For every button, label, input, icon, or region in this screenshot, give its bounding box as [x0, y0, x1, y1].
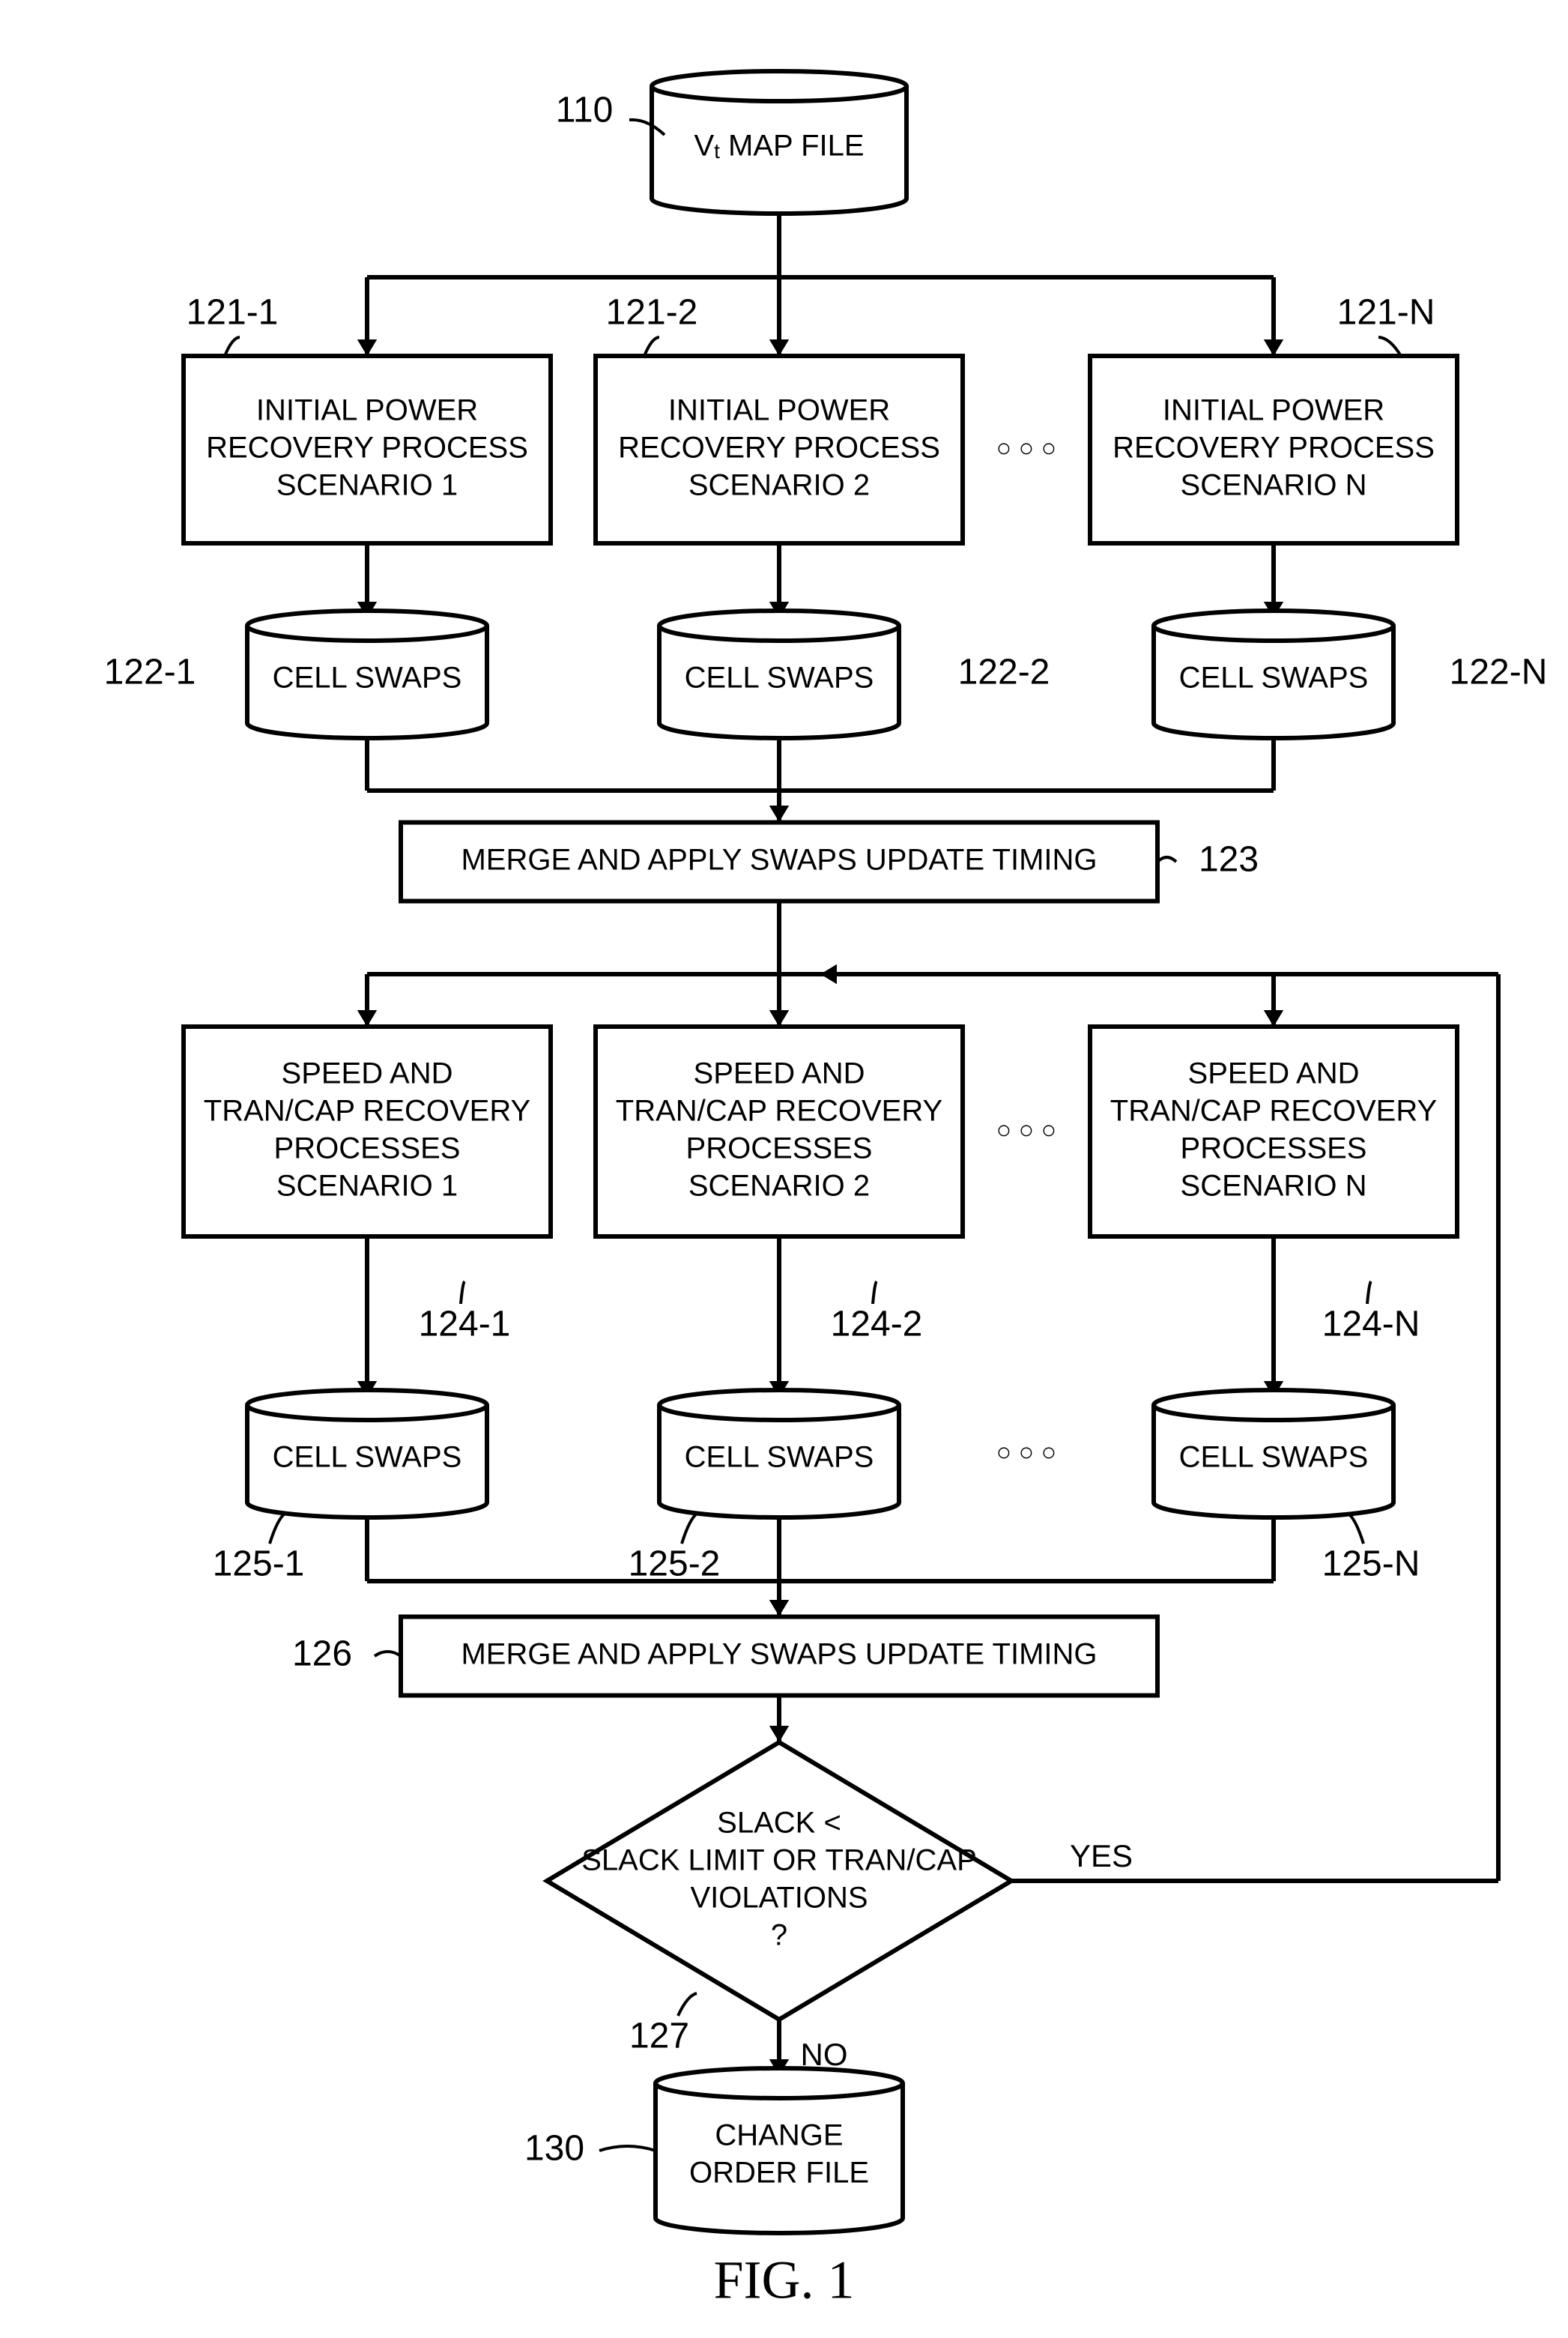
ref-label: 127 [629, 2017, 689, 2056]
ref-label: 125-2 [629, 1544, 721, 1584]
svg-text:SPEED AND: SPEED AND [1188, 1057, 1360, 1090]
svg-text:PROCESSES: PROCESSES [274, 1132, 461, 1165]
svg-text:PROCESSES: PROCESSES [1181, 1132, 1367, 1165]
svg-text:RECOVERY PROCESS: RECOVERY PROCESS [618, 432, 940, 465]
svg-text:CHANGE: CHANGE [715, 2119, 843, 2152]
ref-label: 125-1 [213, 1544, 305, 1584]
svg-text:VIOLATIONS: VIOLATIONS [690, 1882, 868, 1915]
ref-label: 124-1 [419, 1305, 511, 1344]
svg-text:?: ? [771, 1919, 787, 1952]
ref-label: 110 [556, 91, 614, 130]
svg-text:SCENARIO N: SCENARIO N [1181, 1170, 1367, 1203]
ref-label: 121-N [1337, 293, 1435, 333]
ref-label: 122-1 [104, 653, 196, 692]
flowchart-diagram: Vt MAP FILE INITIAL POWER RECOVERY PROCESS… [0, 0, 1568, 2338]
svg-text:RECOVERY PROCESS: RECOVERY PROCESS [1113, 432, 1435, 465]
svg-text:CELL SWAPS: CELL SWAPS [1179, 1441, 1369, 1474]
ref-label: 121-1 [187, 293, 279, 333]
svg-text:INITIAL POWER: INITIAL POWER [256, 394, 478, 427]
svg-text:CELL SWAPS: CELL SWAPS [685, 662, 874, 695]
ref-label: 125-N [1322, 1544, 1420, 1584]
svg-text:INITIAL POWER: INITIAL POWER [1163, 394, 1384, 427]
ellipsis: ○ ○ ○ [996, 434, 1057, 462]
svg-text:TRAN/CAP RECOVERY: TRAN/CAP RECOVERY [1110, 1095, 1437, 1128]
svg-text:SCENARIO 1: SCENARIO 1 [276, 469, 458, 502]
ref-label: 124-2 [831, 1305, 923, 1344]
svg-text:SCENARIO 2: SCENARIO 2 [688, 1170, 870, 1203]
svg-text:INITIAL POWER: INITIAL POWER [668, 394, 890, 427]
svg-text:TRAN/CAP RECOVERY: TRAN/CAP RECOVERY [204, 1095, 530, 1128]
ref-label: 124-N [1322, 1305, 1420, 1344]
svg-text:CELL SWAPS: CELL SWAPS [273, 1441, 462, 1474]
svg-text:SLACK <: SLACK < [717, 1807, 841, 1840]
svg-text:CELL SWAPS: CELL SWAPS [685, 1441, 874, 1474]
svg-text:SPEED AND: SPEED AND [282, 1057, 453, 1090]
svg-text:MERGE AND APPLY SWAPS UPDATE T: MERGE AND APPLY SWAPS UPDATE TIMING [461, 844, 1097, 877]
svg-text:CELL SWAPS: CELL SWAPS [273, 662, 462, 695]
ref-label: 123 [1199, 840, 1259, 880]
ellipsis: ○ ○ ○ [996, 1116, 1057, 1144]
branch-label: YES [1070, 1838, 1133, 1873]
svg-text:Vt MAP FILE: Vt MAP FILE [694, 130, 864, 163]
figure-caption: FIG. 1 [713, 2250, 854, 2310]
ref-label: 130 [524, 2129, 584, 2169]
svg-text:TRAN/CAP RECOVERY: TRAN/CAP RECOVERY [616, 1095, 942, 1128]
svg-text:SCENARIO 1: SCENARIO 1 [276, 1170, 458, 1203]
svg-text:SLACK LIMIT OR TRAN/CAP: SLACK LIMIT OR TRAN/CAP [581, 1844, 977, 1877]
svg-text:RECOVERY PROCESS: RECOVERY PROCESS [206, 432, 528, 465]
svg-text:MERGE AND APPLY SWAPS UPDATE T: MERGE AND APPLY SWAPS UPDATE TIMING [461, 1638, 1097, 1671]
ellipsis: ○ ○ ○ [996, 1438, 1057, 1466]
svg-text:PROCESSES: PROCESSES [686, 1132, 873, 1165]
svg-text:ORDER FILE: ORDER FILE [689, 2157, 869, 2190]
svg-text:SCENARIO 2: SCENARIO 2 [688, 469, 870, 502]
ref-label: 122-N [1450, 653, 1548, 692]
ref-label: 122-2 [958, 653, 1050, 692]
branch-label: NO [801, 2037, 848, 2072]
svg-text:SPEED AND: SPEED AND [694, 1057, 865, 1090]
ref-label: 121-2 [606, 293, 698, 333]
svg-text:CELL SWAPS: CELL SWAPS [1179, 662, 1369, 695]
svg-text:SCENARIO N: SCENARIO N [1181, 469, 1367, 502]
ref-label: 126 [292, 1634, 352, 1674]
